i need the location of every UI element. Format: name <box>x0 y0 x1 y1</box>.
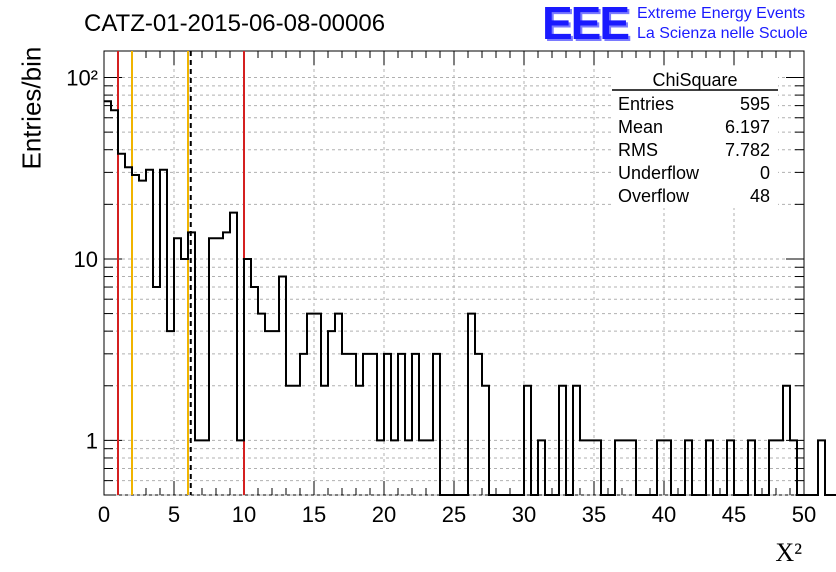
stats-label: RMS <box>618 140 658 160</box>
y-tick-label: 1 <box>86 428 98 453</box>
y-tick-label: 10² <box>66 66 98 91</box>
stats-label: Mean <box>618 117 663 137</box>
logo-line-1: Extreme Energy Events <box>637 5 806 22</box>
stats-label: Underflow <box>618 163 700 183</box>
stats-value: 595 <box>740 94 770 114</box>
y-tick-label: 10 <box>74 247 98 272</box>
x-axis-label: X² <box>775 538 802 567</box>
stats-value: 7.782 <box>725 140 770 160</box>
stats-name: ChiSquare <box>652 70 737 90</box>
x-tick-label: 0 <box>98 502 110 527</box>
logo-line-2: La Scienza nelle Scuole <box>637 25 808 42</box>
histogram-outline <box>104 100 836 496</box>
x-tick-label: 30 <box>512 502 536 527</box>
x-tick-label: 10 <box>232 502 256 527</box>
x-tick-label: 15 <box>302 502 326 527</box>
y-tick-labels: 1 10 10² <box>66 66 98 454</box>
plot-title: CATZ-01-2015-06-08-00006 <box>84 10 386 37</box>
eee-logo: EEE <box>542 0 630 49</box>
x-tick-label: 20 <box>372 502 396 527</box>
x-tick-labels: 0 5 10 15 20 25 30 35 40 45 50 <box>98 502 816 527</box>
y-axis-label: Entries/bin <box>16 46 47 170</box>
x-tick-label: 50 <box>792 502 816 527</box>
stats-value: 48 <box>750 186 770 206</box>
stats-value: 6.197 <box>725 117 770 137</box>
x-tick-label: 35 <box>582 502 606 527</box>
stats-value: 0 <box>760 163 770 183</box>
stats-label: Overflow <box>618 186 690 206</box>
x-tick-label: 25 <box>442 502 466 527</box>
stats-box: ChiSquare Entries 595 Mean 6.197 RMS 7.782 Unde… <box>612 66 778 208</box>
x-tick-label: 40 <box>652 502 676 527</box>
stats-label: Entries <box>618 94 674 114</box>
x-tick-label: 5 <box>168 502 180 527</box>
grid-lines <box>104 51 804 496</box>
x-tick-label: 45 <box>722 502 746 527</box>
